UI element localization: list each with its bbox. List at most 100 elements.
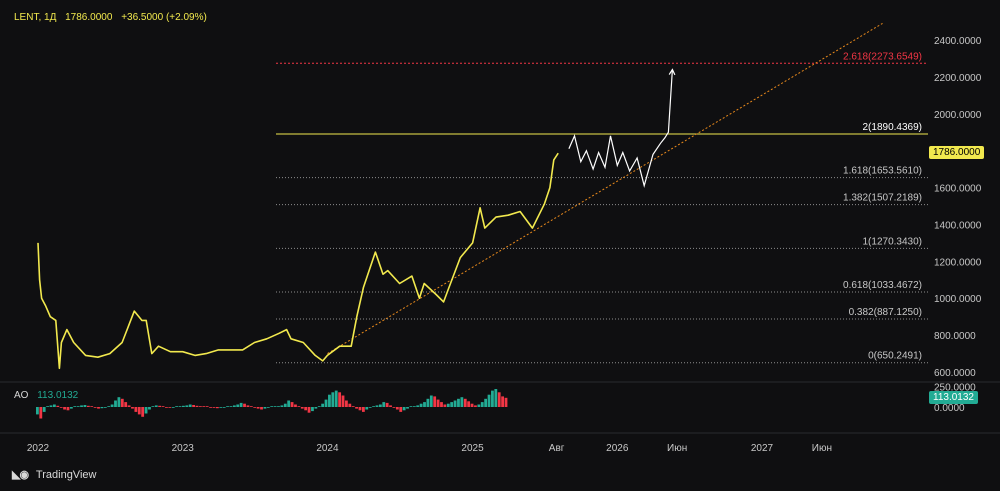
change-label: +36.5000 (+2.09%) [121, 12, 207, 23]
ao-name[interactable]: AO [14, 390, 29, 401]
ao-bar [440, 402, 443, 407]
y-tick-label: 2000.0000 [934, 110, 982, 121]
ao-bar [137, 407, 141, 415]
ao-bar [382, 402, 386, 407]
ao-bar [443, 404, 447, 407]
ao-bar [97, 407, 100, 409]
ao-bar [249, 406, 253, 407]
ao-bar [321, 403, 325, 407]
ao-bar [161, 406, 165, 407]
ao-bar [198, 406, 202, 407]
ao-bar [144, 407, 148, 414]
ao-bar [263, 407, 267, 409]
ao-bar [392, 407, 396, 408]
ao-bar [409, 406, 413, 407]
trend-line [327, 22, 883, 354]
ao-bar [103, 407, 107, 408]
ao-bar [90, 406, 94, 407]
ao-bar [290, 402, 294, 407]
ao-bar [484, 398, 488, 407]
ao-bar [246, 405, 250, 407]
ao-bar [372, 406, 375, 407]
ao-bar [338, 392, 342, 407]
ao-bar [260, 407, 263, 410]
ao-bar [188, 404, 192, 407]
ao-bar [114, 400, 117, 407]
ao-bar [358, 407, 362, 411]
ao-bar [402, 407, 406, 411]
ao-bar [453, 400, 457, 407]
ao-bar [487, 394, 491, 407]
fib-level-label: 0.618(1033.4672) [843, 280, 922, 291]
ao-bar [328, 394, 331, 407]
ao-bar [165, 407, 168, 408]
ao-bar [494, 389, 498, 407]
y-tick-label: 800.0000 [934, 331, 976, 342]
ao-bar [412, 406, 416, 407]
ao-bar [185, 405, 189, 407]
ao-bar [277, 406, 280, 407]
ao-bar [46, 406, 49, 407]
ao-bar [317, 406, 321, 407]
x-tick-label: Июн [667, 443, 687, 454]
ao-bar [236, 404, 240, 407]
ao-bar [69, 407, 73, 409]
fib-level-label: 1.382(1507.2189) [843, 193, 922, 204]
fib-level-label: 1(1270.3430) [863, 236, 923, 247]
ao-bar [389, 405, 392, 407]
ao-bar [480, 402, 484, 407]
ao-bar [355, 407, 358, 409]
price-series-line [37, 152, 559, 370]
ao-bar [127, 405, 131, 407]
ao-bar [73, 406, 77, 407]
ao-bar [100, 407, 104, 409]
y-tick-label: 1200.0000 [934, 257, 982, 268]
ao-bar [195, 405, 199, 407]
ao-bar [209, 407, 212, 408]
fib-level-label: 0.382(887.1250) [849, 307, 922, 318]
ao-bar [270, 406, 274, 407]
ao-bar [474, 405, 477, 407]
ao-bar [361, 407, 365, 412]
ao-y-tick-label: 0.0000 [934, 403, 965, 414]
ao-y-tick-label: 250.0000 [934, 383, 976, 394]
ao-bar [273, 406, 277, 407]
ao-bar [378, 404, 382, 407]
ao-bar [212, 407, 216, 408]
x-tick-label: 2026 [606, 443, 629, 454]
ao-bar [226, 406, 229, 407]
x-tick-label: Июн [812, 443, 832, 454]
ao-bar [256, 407, 260, 409]
ao-bar [419, 403, 423, 407]
fib-level-label: 1.618(1653.5610) [843, 166, 922, 177]
ao-bar [154, 405, 158, 407]
last-price-tag: 1786.0000 [929, 146, 985, 160]
y-tick-label: 600.0000 [934, 368, 976, 379]
ao-bar [83, 405, 87, 407]
tradingview-logo[interactable]: ◣◉ TradingView [12, 468, 96, 481]
ao-bar [497, 392, 501, 407]
ao-bar [192, 405, 195, 407]
ao-value: 113.0132 [37, 390, 79, 401]
ao-bar [406, 407, 409, 409]
y-tick-label: 2400.0000 [934, 36, 982, 47]
y-tick-label: 1600.0000 [934, 184, 982, 195]
ao-bar [287, 400, 291, 407]
ao-bar [93, 407, 97, 408]
ao-bar [36, 407, 39, 415]
ao-bar [59, 407, 63, 408]
ao-bar [141, 407, 145, 417]
x-tick-label: 2024 [316, 443, 339, 454]
ao-bar [280, 405, 284, 407]
x-tick-label: 2027 [751, 443, 774, 454]
symbol-label[interactable]: LENT, 1Д [14, 12, 57, 23]
ao-bar [215, 407, 219, 409]
ao-bar [151, 406, 155, 407]
ao-bar [205, 406, 209, 407]
ao-bar [120, 398, 124, 407]
ao-bar [351, 406, 355, 407]
ao-bar [42, 407, 46, 412]
ao-bar [158, 405, 162, 407]
